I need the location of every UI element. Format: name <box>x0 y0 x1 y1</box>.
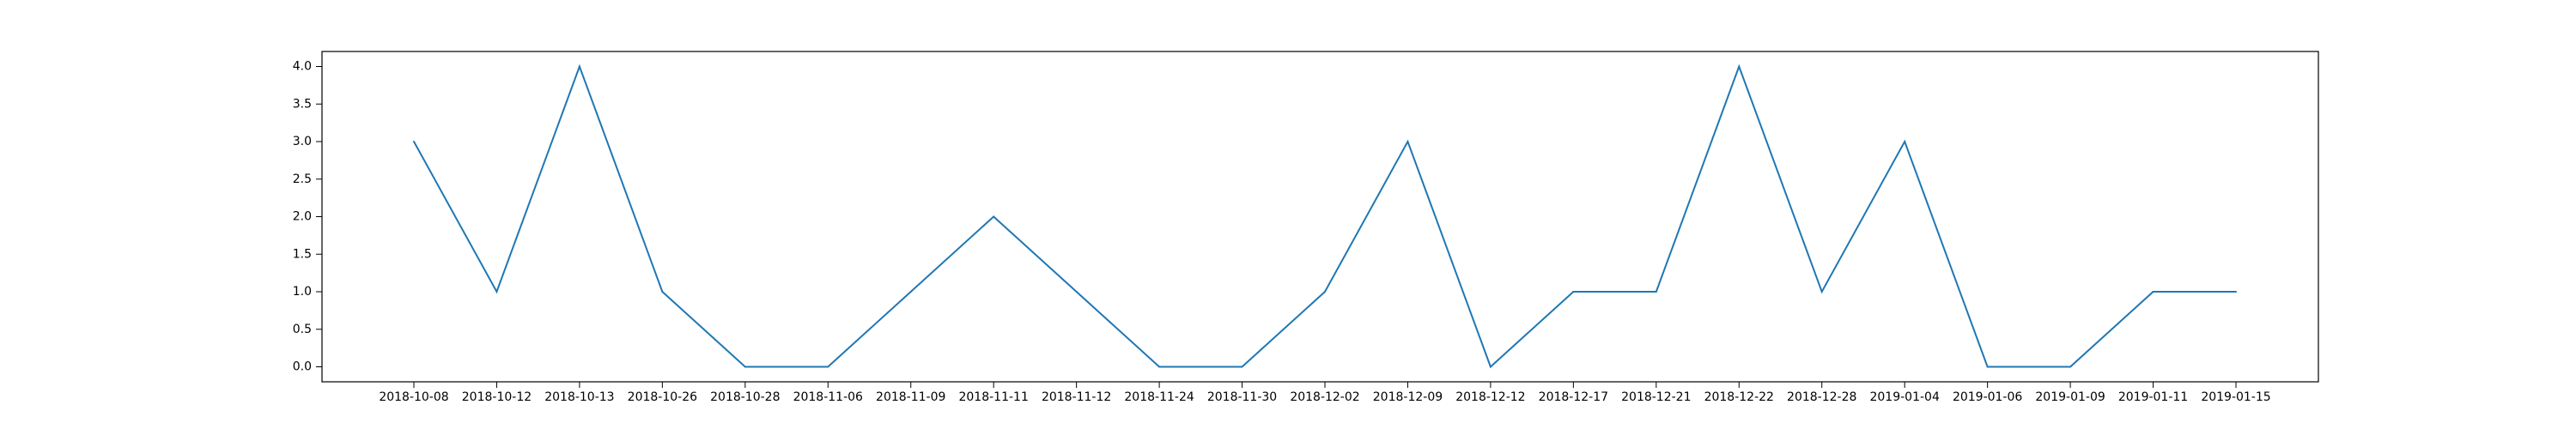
data-point <box>2235 291 2237 293</box>
x-tick-label: 2019-01-06 <box>1953 390 2022 404</box>
x-tick-label: 2018-11-30 <box>1207 390 1277 404</box>
data-point <box>495 291 498 293</box>
data-point <box>909 291 912 293</box>
x-axis: 2018-10-08 2018-10-12 2018-10-13 2018-10-26… <box>379 382 2271 404</box>
x-tick-label: 2018-11-06 <box>793 390 863 404</box>
data-point <box>1738 65 1741 68</box>
x-tick-label: 2018-11-11 <box>958 390 1028 404</box>
data-point <box>1158 366 1161 368</box>
x-tick-label: 2018-11-09 <box>876 390 945 404</box>
data-point <box>1986 366 1989 368</box>
x-tick-label: 2018-11-12 <box>1042 390 1111 404</box>
x-tick-label: 2019-01-15 <box>2201 390 2270 404</box>
plot-area <box>322 51 2318 382</box>
y-tick-label: 1.0 <box>293 285 312 299</box>
x-tick-label: 2018-12-09 <box>1373 390 1443 404</box>
y-tick-label: 2.5 <box>293 172 312 186</box>
x-tick-label: 2019-01-04 <box>1869 390 1939 404</box>
y-tick-label: 3.5 <box>293 97 312 111</box>
x-tick-label: 2018-10-08 <box>379 390 448 404</box>
y-tick-label: 2.0 <box>293 210 312 224</box>
x-tick-label: 2018-11-24 <box>1124 390 1194 404</box>
x-tick-label: 2018-12-12 <box>1455 390 1525 404</box>
data-point <box>1904 141 1906 142</box>
data-point <box>1489 366 1492 368</box>
y-tick-label: 1.5 <box>293 247 312 261</box>
x-tick-label: 2018-10-28 <box>710 390 780 404</box>
data-point <box>1820 291 1823 293</box>
x-tick-label: 2018-12-22 <box>1704 390 1774 404</box>
data-point <box>1406 141 1409 142</box>
y-tick-label: 3.0 <box>293 135 312 148</box>
data-point <box>413 141 415 142</box>
data-point <box>1655 291 1657 293</box>
x-tick-label: 2018-10-13 <box>544 390 614 404</box>
data-point <box>993 215 995 218</box>
series-layer <box>413 63 2237 369</box>
data-point <box>578 65 580 68</box>
x-tick-label: 2018-12-17 <box>1539 390 1608 404</box>
x-tick-label: 2018-12-21 <box>1621 390 1691 404</box>
y-tick-label: 0.5 <box>293 323 312 336</box>
data-point <box>2152 291 2154 293</box>
data-point <box>2069 366 2072 368</box>
data-point <box>827 366 829 368</box>
data-point <box>1241 366 1243 368</box>
x-tick-label: 2018-10-12 <box>462 390 532 404</box>
y-tick-label: 0.0 <box>293 360 312 374</box>
data-point <box>1572 291 1575 293</box>
y-tick-label: 4.0 <box>293 60 312 74</box>
y-axis: 0.0 0.5 1.0 1.5 2.0 2.5 3.0 3.5 4.0 <box>293 60 322 374</box>
data-point <box>661 291 664 293</box>
data-point <box>1324 291 1326 293</box>
x-tick-label: 2018-10-26 <box>628 390 697 404</box>
x-tick-label: 2019-01-11 <box>2118 390 2188 404</box>
x-tick-label: 2019-01-09 <box>2035 390 2105 404</box>
data-point <box>744 366 746 368</box>
data-point <box>1075 291 1078 293</box>
x-tick-label: 2018-12-28 <box>1787 390 1856 404</box>
x-tick-label: 2018-12-02 <box>1290 390 1359 404</box>
plot-frame <box>321 51 2319 383</box>
